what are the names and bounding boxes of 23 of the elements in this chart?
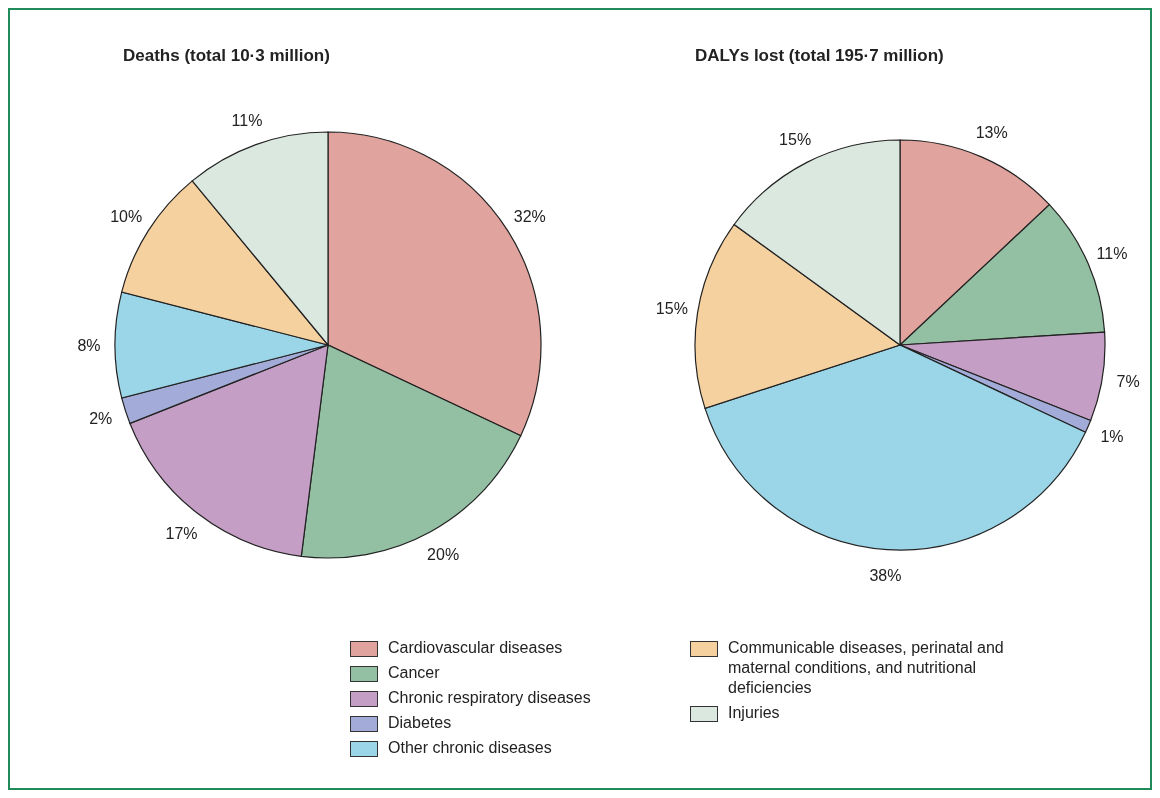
data-label: 2% xyxy=(89,410,113,428)
data-label: 15% xyxy=(779,130,812,148)
data-label: 20% xyxy=(427,545,460,563)
chart-title: Deaths (total 10·3 million) xyxy=(123,46,331,66)
data-label: 17% xyxy=(165,525,198,543)
data-label: 15% xyxy=(655,300,688,318)
data-label: 10% xyxy=(110,208,143,226)
legend-label: Cardiovascular diseases xyxy=(388,638,563,658)
data-label: 7% xyxy=(1116,372,1140,390)
data-label: 1% xyxy=(1100,428,1124,446)
legend-label: Diabetes xyxy=(388,713,452,733)
data-label: 32% xyxy=(513,208,546,226)
data-label: 11% xyxy=(231,111,263,129)
legend-label: Chronic respiratory diseases xyxy=(388,688,591,708)
data-label: 11% xyxy=(1096,244,1128,262)
data-label: 8% xyxy=(77,336,101,354)
data-label: 38% xyxy=(869,567,902,585)
legend-label: Injuries xyxy=(728,703,780,723)
legend-label: Cancer xyxy=(388,663,440,683)
legend-label: Other chronic diseases xyxy=(388,738,552,758)
data-label: 13% xyxy=(975,124,1008,142)
legend-label: Communicable diseases, perinatal and maternal conditions, and nutritional deficiencies xyxy=(728,638,1005,698)
chart-title: DALYs lost (total 195·7 million) xyxy=(695,46,945,66)
